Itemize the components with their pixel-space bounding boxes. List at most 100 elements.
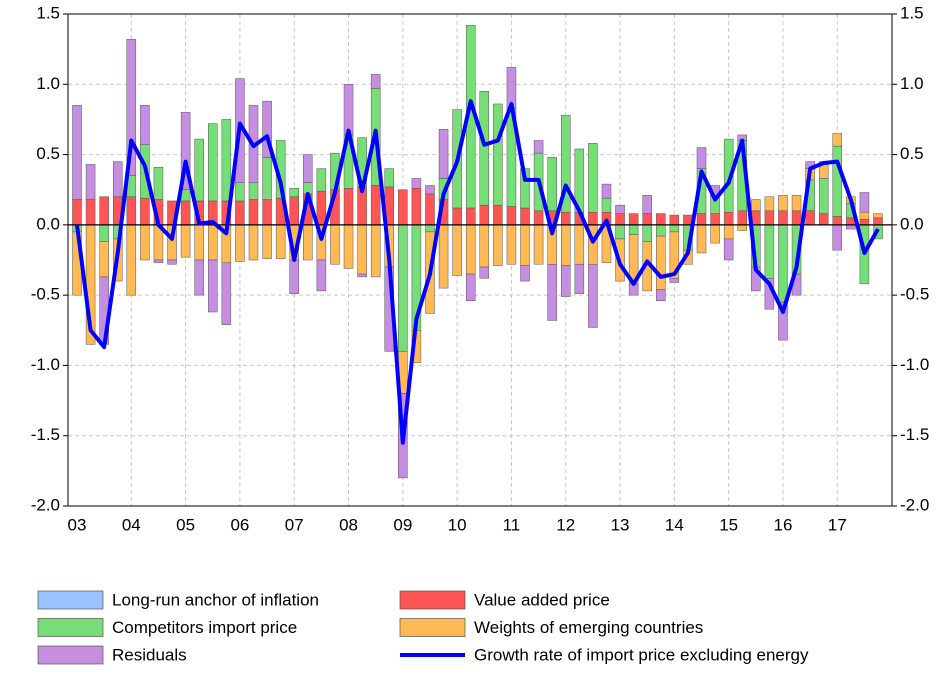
bar: [520, 265, 530, 282]
bar: [805, 210, 815, 226]
y-tick-label: 0.0: [36, 214, 60, 233]
bar: [764, 224, 775, 279]
bar: [791, 210, 802, 226]
bar: [696, 147, 707, 169]
legend-swatch: [37, 645, 104, 665]
bar: [167, 259, 177, 265]
bar: [465, 207, 476, 226]
x-tick-label: 17: [828, 515, 847, 534]
bar: [696, 224, 707, 254]
bar: [506, 224, 517, 265]
bar: [262, 224, 272, 259]
bar: [316, 168, 327, 192]
bar: [438, 224, 449, 289]
bar: [180, 189, 191, 202]
bar: [710, 224, 720, 244]
bar: [126, 39, 137, 176]
bar: [696, 213, 707, 226]
bar: [588, 211, 598, 226]
bar: [846, 224, 856, 230]
bar: [588, 143, 598, 213]
bar: [126, 196, 137, 226]
bar: [235, 182, 245, 202]
bar: [601, 183, 612, 199]
legend-label: Weights of emerging countries: [474, 618, 703, 637]
bar: [479, 224, 490, 268]
bar: [208, 259, 218, 313]
bar: [140, 105, 150, 145]
bar: [547, 263, 557, 321]
y2-tick-label: 1.5: [900, 3, 924, 22]
bar: [72, 105, 82, 200]
bar: [479, 266, 490, 279]
bar: [370, 224, 381, 278]
bar: [778, 301, 788, 341]
bar: [493, 204, 503, 226]
bar: [316, 259, 327, 292]
bar: [303, 224, 313, 261]
y-tick-label: -0.5: [31, 285, 60, 304]
bar: [723, 238, 734, 261]
bar: [85, 164, 96, 200]
bar: [140, 224, 150, 261]
x-tick-label: 10: [448, 515, 467, 534]
bar: [710, 213, 720, 226]
y-tick-label: 0.5: [36, 144, 60, 163]
x-tick-label: 09: [393, 515, 412, 534]
bar: [493, 103, 503, 206]
bar: [411, 178, 422, 189]
bar: [248, 224, 259, 261]
bar: [642, 224, 652, 242]
bar: [832, 133, 843, 147]
x-tick-label: 16: [774, 515, 793, 534]
plot-frame: [67, 13, 893, 507]
bar: [601, 197, 612, 213]
bar: [547, 157, 557, 212]
bar: [642, 195, 652, 214]
legend-swatch: [399, 590, 466, 610]
bar: [493, 224, 503, 266]
bar: [737, 224, 747, 231]
bar: [425, 224, 435, 233]
bar: [452, 224, 462, 276]
bar: [642, 213, 652, 226]
bar: [99, 196, 109, 226]
legend-label: Residuals: [112, 645, 187, 664]
bar: [72, 199, 82, 226]
bar: [859, 218, 870, 226]
bar: [235, 224, 245, 262]
bar: [778, 210, 788, 226]
bar: [656, 289, 666, 302]
bar: [208, 224, 218, 261]
bar: [398, 189, 408, 226]
bar: [425, 185, 435, 195]
y-tick-label: -2.0: [31, 495, 60, 514]
bar: [112, 161, 123, 197]
bar: [615, 204, 625, 214]
bar: [873, 213, 883, 219]
bar: [656, 213, 666, 226]
bar: [506, 206, 517, 226]
y2-tick-label: 0.0: [900, 214, 924, 233]
y2-tick-label: -1.0: [900, 355, 929, 374]
bar: [289, 259, 299, 294]
bar: [859, 211, 870, 220]
bar: [262, 100, 272, 158]
y-tick-label: -1.0: [31, 355, 60, 374]
bar: [751, 199, 761, 212]
bar: [452, 207, 462, 226]
bar: [343, 224, 354, 269]
y2-tick-label: -2.0: [900, 495, 929, 514]
bar: [818, 164, 829, 179]
bar: [194, 259, 204, 296]
bar: [818, 178, 829, 214]
bar: [153, 166, 164, 200]
bar: [479, 91, 490, 206]
bar: [343, 188, 354, 226]
bar: [262, 157, 272, 200]
bar: [656, 224, 666, 237]
line: [75, 99, 880, 445]
x-tick-label: 11: [503, 515, 521, 534]
bar: [248, 182, 259, 200]
bar: [221, 262, 232, 325]
